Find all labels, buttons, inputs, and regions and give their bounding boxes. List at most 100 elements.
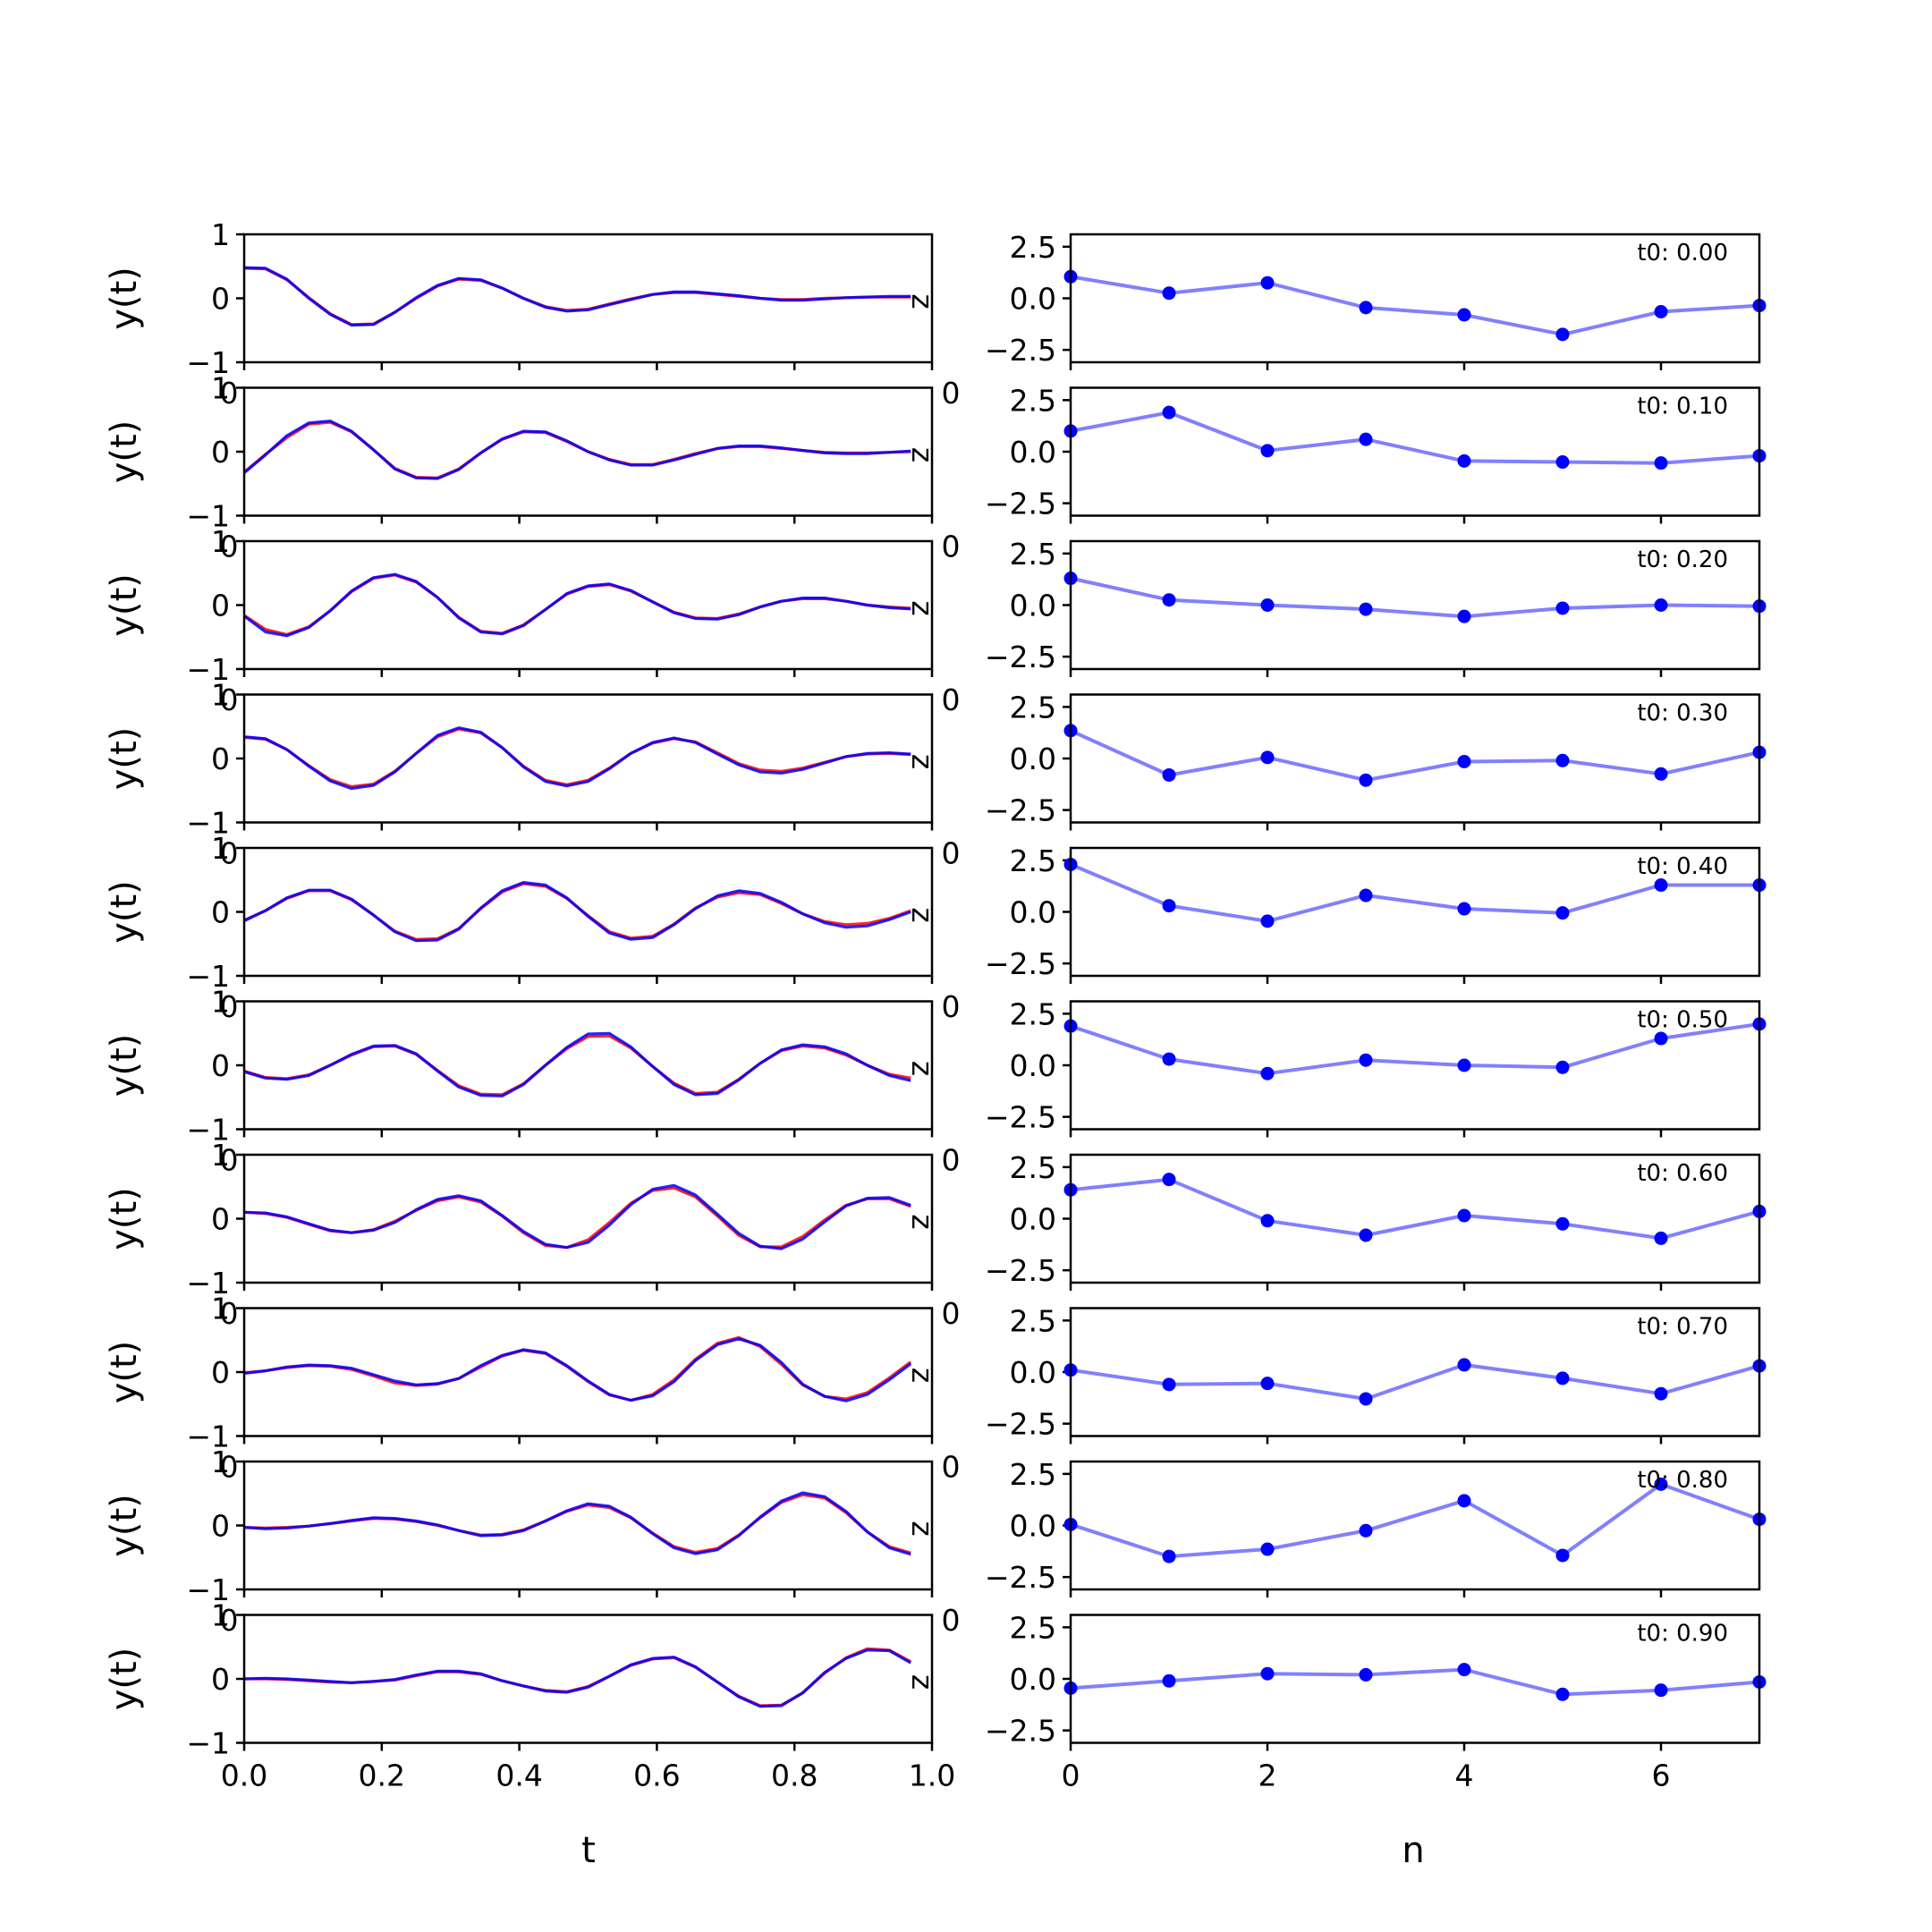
- series-b-line: [243, 573, 911, 637]
- left-y-tick-label: 0: [211, 1662, 230, 1697]
- left-panel-frame: [242, 693, 934, 824]
- left-y-tick-label: 1: [211, 217, 230, 252]
- right-stray-label: 0: [942, 989, 961, 1024]
- coefficient-point: [1162, 405, 1176, 419]
- left-stray-label: 0: [220, 682, 239, 717]
- coefficient-point: [1457, 308, 1471, 322]
- right-stray-label: 0: [942, 376, 961, 411]
- left-y-tick-label: 0: [211, 741, 230, 776]
- coefficient-line: [1070, 1667, 1760, 1697]
- coefficient-line: [1070, 1362, 1760, 1401]
- coefficient-point: [1654, 1031, 1668, 1046]
- left-y-tick-label: 1: [211, 1138, 230, 1173]
- series-a-line: [243, 572, 911, 638]
- left-panel-side-label: z: [905, 754, 940, 769]
- right-x-tick-label: 6: [1652, 1758, 1671, 1793]
- left-stray-label: 0: [220, 1603, 239, 1638]
- panel-t0-label: t0: 0.60: [1637, 1160, 1728, 1187]
- left-panel-2: 10−1y(t) z0 0: [104, 524, 961, 717]
- right-panel-frame: [1069, 1614, 1761, 1744]
- coefficient-point: [1654, 767, 1668, 781]
- right-panel-8: 2.5 0.0 −2.5 t0: 0.80: [985, 1457, 1767, 1597]
- coefficient-point: [1260, 1214, 1275, 1228]
- coefficient-point: [1654, 1231, 1668, 1245]
- right-y-tick-label: 2.5: [1010, 690, 1056, 724]
- coefficient-point: [1555, 753, 1570, 767]
- right-panel-frame: [1069, 1460, 1761, 1591]
- left-y-tick-label: −1: [186, 1726, 230, 1761]
- panel-t0-label: t0: 0.70: [1637, 1314, 1728, 1341]
- right-panel-frame: [1069, 1000, 1761, 1131]
- left-y-tick-label: 1: [211, 985, 230, 1020]
- right-panel-frame: [1069, 233, 1761, 364]
- coefficient-line: [1070, 729, 1760, 783]
- left-y-tick-label: 0: [211, 895, 230, 930]
- left-panel-8: 10−1y(t) z0 0: [104, 1445, 961, 1638]
- coefficient-line: [1070, 576, 1760, 619]
- coefficient-line: [1070, 411, 1760, 465]
- series-a-line: [243, 1031, 911, 1097]
- right-stray-label: 0: [942, 530, 961, 564]
- left-y-axis-label: y(t): [104, 267, 145, 330]
- coefficient-point: [1457, 1663, 1471, 1677]
- left-panel-side-label: z: [905, 600, 940, 615]
- left-y-tick-label: 1: [211, 678, 230, 713]
- right-panel-frame: [1069, 539, 1761, 671]
- left-panel-3: 10−1y(t) z0 0: [104, 678, 961, 871]
- left-y-axis-label: y(t): [104, 573, 145, 637]
- left-y-tick-label: −1: [186, 959, 230, 994]
- coefficient-point: [1260, 1542, 1275, 1556]
- right-y-tick-label: 0.0: [1010, 589, 1056, 623]
- coefficient-line: [1070, 1482, 1760, 1559]
- coefficient-point: [1654, 1683, 1668, 1698]
- left-y-tick-label: −1: [186, 1113, 230, 1148]
- panel-t0-label: t0: 0.90: [1637, 1621, 1728, 1648]
- right-panel-6: 2.5 0.0 −2.5 t0: 0.60: [985, 1150, 1767, 1291]
- series-a-line: [243, 1337, 912, 1402]
- left-x-tick-label: 1.0: [909, 1758, 955, 1793]
- right-y-tick-label: 2.5: [1010, 537, 1056, 572]
- coefficient-point: [1457, 754, 1471, 768]
- left-y-tick-label: −1: [186, 1572, 230, 1607]
- coefficient-point: [1457, 453, 1471, 468]
- right-stray-label: 0: [942, 836, 961, 871]
- series-b-line: [243, 1493, 911, 1555]
- coefficient-point: [1260, 1066, 1275, 1080]
- left-y-tick-label: 1: [211, 1598, 230, 1633]
- right-panel-4: 2.5 0.0 −2.5 t0: 0.40: [985, 843, 1767, 984]
- left-stray-label: 0: [220, 530, 239, 564]
- right-y-tick-label: −2.5: [985, 1407, 1056, 1442]
- right-y-tick-label: −2.5: [985, 1560, 1056, 1595]
- panel-t0-label: t0: 0.30: [1637, 700, 1728, 727]
- right-y-tick-label: 0.0: [1010, 1355, 1056, 1390]
- left-x-tick-label: 0.8: [771, 1758, 818, 1793]
- right-panel-2: 2.5 0.0 −2.5 t0: 0.20: [985, 537, 1767, 677]
- coefficient-point: [1654, 1477, 1668, 1491]
- left-y-tick-label: 0: [211, 435, 230, 470]
- left-stray-label: 0: [220, 836, 239, 871]
- right-x-axis-label: n: [1402, 1830, 1424, 1871]
- right-stray-label: 0: [942, 1450, 961, 1485]
- coefficient-point: [1457, 1494, 1471, 1508]
- right-y-tick-label: 2.5: [1010, 1457, 1056, 1492]
- panel-t0-label: t0: 0.40: [1637, 853, 1728, 880]
- left-x-axis-label: t: [581, 1830, 596, 1871]
- coefficient-line: [1070, 1021, 1760, 1076]
- left-y-tick-label: −1: [186, 1266, 230, 1301]
- right-y-tick-label: 2.5: [1010, 843, 1056, 878]
- right-stray-label: 0: [942, 1143, 961, 1178]
- coefficient-point: [1162, 286, 1176, 301]
- right-y-tick-label: 0.0: [1010, 282, 1056, 317]
- series-a-line: [243, 880, 911, 943]
- right-panel-1: 2.5 0.0 −2.5 t0: 0.10: [985, 383, 1767, 524]
- left-panel-frame: [242, 1460, 934, 1591]
- left-y-axis-label: y(t): [104, 1648, 145, 1711]
- left-panel-frame: [242, 233, 934, 364]
- left-y-axis-label: y(t): [104, 880, 145, 944]
- left-y-tick-label: 0: [211, 1202, 230, 1237]
- right-y-tick-label: 2.5: [1010, 996, 1056, 1031]
- right-x-tick-label: 4: [1455, 1758, 1474, 1793]
- left-y-axis-label: y(t): [104, 727, 145, 791]
- right-x-tick-label: 2: [1258, 1758, 1277, 1793]
